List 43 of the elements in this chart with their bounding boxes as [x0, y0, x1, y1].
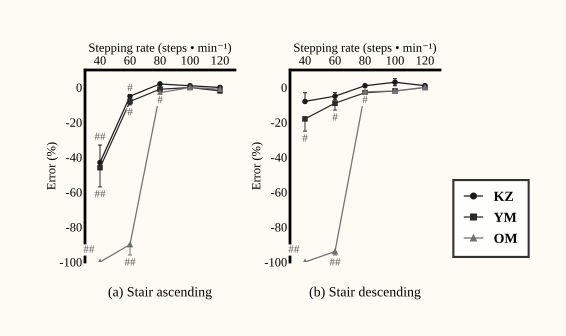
y-tick-label: -60 [271, 188, 287, 197]
y-tick-label: -100 [60, 258, 82, 266]
legend-label: YM [494, 212, 516, 222]
y-tick-label: -60 [66, 188, 82, 197]
y-tick-label: -80 [271, 223, 287, 232]
annotation: # [127, 108, 133, 116]
annotation: ## [288, 245, 300, 253]
y-tick-label: -100 [264, 258, 287, 266]
text: (b) Stair descending [310, 286, 421, 300]
y-tick-label: 0 [281, 83, 287, 92]
y-tick-label: -80 [66, 223, 82, 232]
y-tick-label: -20 [66, 118, 82, 127]
annotation: # [157, 96, 163, 104]
x-tick-label: 80 [359, 56, 371, 65]
x-axis-title: Stepping rate (steps • min⁻¹) [294, 43, 436, 54]
x-tick-label: 60 [124, 56, 136, 65]
y-tick-label: -20 [271, 118, 287, 127]
y-tick-label: -40 [271, 153, 287, 162]
x-tick-label: 100 [182, 56, 199, 65]
x-tick-label: 60 [329, 56, 341, 65]
annotation: ## [94, 190, 106, 198]
annotation: ## [330, 258, 340, 266]
annotation: # [332, 113, 338, 121]
annotation: # [127, 84, 133, 92]
y-axis-title: Error (%) [252, 142, 263, 190]
annotation: # [362, 96, 368, 104]
x-tick-label: 120 [416, 56, 434, 65]
x-tick-label: 40 [298, 56, 311, 65]
x-tick-label: 100 [386, 56, 404, 65]
y-axis-title: Error (%) [46, 142, 58, 190]
x-tick-label: 40 [94, 56, 106, 65]
x-axis-title: Stepping rate (steps • min⁻¹) [89, 43, 232, 54]
legend-label: KZ [494, 192, 513, 201]
annotation: ## [124, 258, 136, 266]
annotation: ## [84, 245, 94, 253]
text: (a) Stair ascending [108, 286, 212, 300]
x-tick-label: 120 [212, 56, 229, 65]
y-tick-label: 0 [76, 83, 82, 92]
x-tick-label: 80 [154, 56, 166, 65]
legend-label: OM [494, 234, 518, 244]
annotation: ## [94, 132, 106, 140]
y-tick-label: -40 [66, 153, 82, 162]
annotation: # [302, 134, 308, 142]
